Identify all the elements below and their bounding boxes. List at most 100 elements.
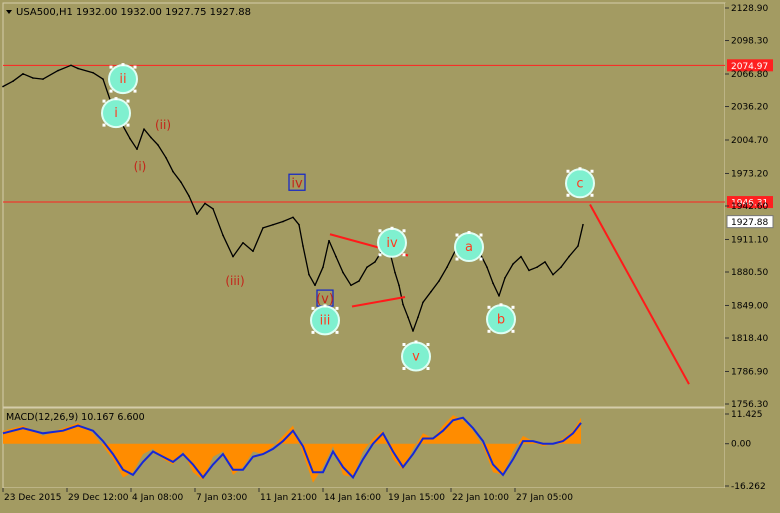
price-point [12,80,14,83]
wave-label[interactable]: (i) [134,159,147,173]
y-tick-label: 1973.20 [731,169,768,179]
price-point [150,136,152,139]
x-tick-label: 11 Jan 21:00 [260,493,317,503]
wave-label[interactable]: iv [377,226,407,258]
wave-label[interactable]: c [565,167,595,199]
wave-label[interactable]: iii [310,304,340,336]
price-point [335,255,337,258]
wave-label-handle [109,65,113,69]
x-tick-label: 27 Jan 05:00 [516,493,573,503]
macd-histogram[interactable] [3,415,581,483]
price-point [366,266,368,269]
price-point [196,213,198,215]
price-point [552,273,554,276]
macd-title: MACD(12,26,9) 10.167 6.600 [6,412,145,423]
price-point [172,170,174,173]
hline-price-tag [727,196,773,209]
price-point [308,273,310,276]
wave-label-handle [402,366,406,370]
price-point [180,181,182,183]
trend-line[interactable] [351,295,406,308]
wave-label[interactable]: a [454,231,484,263]
wave-label-handle [335,306,339,310]
price-point [252,250,254,253]
price-point [544,261,546,263]
wave-label-handle [311,306,315,310]
price-point [32,77,34,79]
wave-label-handle [455,257,459,261]
wave-label-handle [511,329,515,333]
price-point [42,78,44,80]
dropdown-triangle-icon[interactable] [6,10,12,14]
price-point [394,271,396,274]
price-point [398,284,400,287]
price-point [486,266,488,269]
hline-price-tag [727,59,773,72]
price-point [242,241,244,244]
price-point [272,223,274,226]
wave-label[interactable]: (iii) [225,274,244,288]
price-point [282,220,284,223]
price-point [350,284,352,287]
wave-label-handle [511,305,515,309]
price-point [422,301,424,304]
wave-label-handle [479,257,483,261]
wave-label-handle [114,97,118,101]
price-point [582,223,584,226]
macd-signal-line[interactable] [2,416,582,480]
wave-label-text: (i) [134,159,147,173]
price-point [77,67,79,70]
wave-label-handle [578,167,582,171]
wave-label-handle [335,330,339,334]
wave-label-text: a [465,240,473,255]
wave-label[interactable]: ii [108,63,138,95]
wave-label[interactable]: iv [288,173,306,191]
price-point [232,255,234,258]
price-point [262,227,264,229]
price-point [314,284,316,287]
wave-label-text: iv [291,176,303,191]
wave-label-handle [467,231,471,235]
wave-label-handle [499,303,503,307]
y-tick-label: 2004.70 [731,136,768,146]
macd-y-tick-label: 0.00 [731,440,751,450]
wave-label-handle [402,229,406,233]
wave-label-text: i [114,106,118,121]
wave-label-handle [402,253,406,257]
wave-label-handle [390,226,394,230]
wave-label-handle [426,342,430,346]
last-price-label: 1927.88 [731,218,768,228]
wave-label[interactable]: (ii) [155,118,171,132]
wave-label-handle [566,169,570,173]
price-point [298,223,300,226]
price-point [528,269,530,272]
wave-label[interactable]: i [101,97,131,129]
price-point [212,207,214,210]
wave-label-text: v [412,349,420,364]
price-point [328,239,330,242]
price-point [302,245,304,247]
wave-label-text: (v) [316,292,334,307]
wave-label-text: iii [320,313,331,328]
wave-label-handle [323,304,327,308]
last-price-tag [726,215,774,229]
x-tick-label: 19 Jan 15:00 [388,493,445,503]
price-point [358,280,360,282]
main-plot-area[interactable] [2,2,726,408]
price-point [492,282,494,284]
wave-label-handle [378,229,382,233]
y-tick-label: 1849.00 [731,301,768,311]
wave-label[interactable]: b [486,303,516,335]
price-point [22,72,24,75]
macd-y-tick-label: 11.425 [731,410,763,420]
x-tick-label: 22 Jan 10:00 [452,493,509,503]
price-point [322,266,324,269]
wave-label[interactable]: v [401,340,431,372]
y-tick-label: 1786.90 [731,367,768,377]
trend-line[interactable] [589,204,690,385]
price-point [2,85,4,88]
wave-label-text: c [576,176,583,191]
price-point [342,271,344,274]
